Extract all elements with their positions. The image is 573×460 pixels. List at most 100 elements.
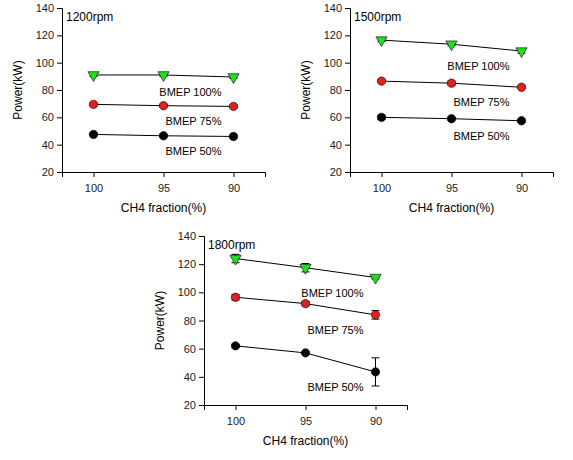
- y-tick-label: 100: [324, 57, 342, 69]
- x-tick-mark: [234, 172, 235, 177]
- y-tick-mark: [57, 145, 62, 146]
- y-axis-line: [199, 237, 205, 406]
- x-tick: 90: [228, 172, 240, 194]
- marker: [158, 72, 169, 82]
- y-tick-label: 40: [42, 139, 54, 151]
- series-label: BMEP 100%: [301, 287, 363, 299]
- y-tick-mark: [345, 117, 350, 118]
- series-line: [236, 259, 376, 278]
- y-tick-mark: [57, 90, 62, 91]
- error-bar: [372, 311, 380, 319]
- y-tick: 140: [178, 230, 204, 242]
- marker: [89, 100, 97, 108]
- x-tick: 90: [516, 172, 528, 194]
- marker: [231, 293, 239, 301]
- x-tick: 90: [370, 405, 382, 427]
- y-tick: 40: [42, 139, 62, 151]
- marker: [231, 342, 239, 350]
- error-bar-cap: [372, 385, 380, 386]
- x-tick-label: 90: [516, 182, 528, 194]
- x-tick-label: 100: [85, 182, 103, 194]
- marker: [447, 115, 455, 123]
- series-label: BMEP 50%: [307, 381, 363, 393]
- y-tick-label: 120: [36, 29, 54, 41]
- y-axis: 20 40 60 80 100 120 140: [324, 2, 351, 178]
- panel-title: 1800rpm: [208, 238, 255, 252]
- y-tick-mark: [57, 63, 62, 64]
- panel: 204060801001201401009590CH4 fraction(%)P…: [11, 2, 266, 215]
- error-bar-cap: [302, 263, 310, 264]
- y-tick-label: 140: [36, 2, 54, 14]
- x-tick-mark: [376, 405, 377, 410]
- y-axis-title: Power(kW): [11, 60, 25, 119]
- marker: [517, 83, 525, 91]
- marker: [229, 132, 237, 140]
- x-tick-mark: [522, 172, 523, 177]
- y-tick: 80: [330, 84, 350, 96]
- y-tick-label: 20: [330, 166, 342, 178]
- figure: 20 40 60 80 100 120 140 100 95 90 CH4 fraction(%) P…: [0, 0, 573, 460]
- marker: [517, 117, 525, 125]
- x-tick: 100: [227, 405, 245, 427]
- y-tick: 140: [36, 2, 62, 14]
- marker: [88, 72, 99, 82]
- y-tick: 40: [330, 139, 350, 151]
- x-axis-title: CH4 fraction(%): [409, 201, 494, 215]
- y-tick-label: 80: [330, 84, 342, 96]
- y-tick: 100: [178, 286, 204, 298]
- y-tick-label: 40: [330, 139, 342, 151]
- y-tick: 40: [184, 371, 204, 383]
- x-axis-line: [63, 173, 266, 178]
- marker: [89, 130, 97, 138]
- x-tick-mark: [452, 172, 453, 177]
- series-label: BMEP 50%: [453, 130, 509, 142]
- x-tick: 95: [158, 172, 170, 194]
- series-label: BMEP 75%: [307, 324, 363, 336]
- y-tick-label: 80: [184, 315, 196, 327]
- series-label: BMEP 75%: [165, 115, 221, 127]
- x-tick-mark: [382, 172, 383, 177]
- y-tick-mark: [345, 63, 350, 64]
- error-bar-cap: [372, 357, 380, 358]
- plot-area: [88, 72, 239, 141]
- y-tick: 120: [324, 29, 350, 41]
- x-tick-mark: [306, 405, 307, 410]
- series-label: BMEP 100%: [159, 86, 221, 98]
- y-tick-label: 140: [324, 2, 342, 14]
- y-tick: 60: [184, 343, 204, 355]
- x-tick-label: 95: [446, 182, 458, 194]
- x-axis-line: [351, 173, 554, 178]
- y-tick-label: 20: [184, 399, 196, 411]
- marker: [377, 113, 385, 121]
- x-tick-label: 95: [300, 415, 312, 427]
- marker: [228, 74, 239, 84]
- y-tick-mark: [57, 8, 62, 9]
- x-tick-label: 90: [228, 182, 240, 194]
- marker: [447, 79, 455, 87]
- marker: [159, 102, 167, 110]
- y-tick: 80: [184, 315, 204, 327]
- x-tick-label: 100: [227, 415, 245, 427]
- x-axis-title: CH4 fraction(%): [263, 434, 348, 448]
- y-tick-label: 120: [324, 29, 342, 41]
- panel-title: 1500rpm: [354, 10, 401, 24]
- marker: [230, 255, 241, 265]
- panel: 204060801001201401009590CH4 fraction(%)P…: [299, 2, 554, 215]
- y-tick: 100: [324, 57, 350, 69]
- error-bar-cap: [232, 254, 240, 255]
- marker: [446, 41, 457, 51]
- series-label: BMEP 50%: [165, 145, 221, 157]
- x-axis: 100 95 90: [63, 172, 266, 194]
- y-tick-mark: [199, 405, 204, 406]
- y-axis-line: [57, 9, 63, 173]
- x-tick: 95: [300, 405, 312, 427]
- y-axis-line: [345, 9, 351, 173]
- plot-area: [376, 37, 527, 125]
- y-tick-label: 60: [330, 111, 342, 123]
- y-tick-mark: [345, 90, 350, 91]
- y-tick: 140: [324, 2, 350, 14]
- plot-area: [230, 254, 381, 386]
- y-tick-label: 60: [42, 111, 54, 123]
- marker: [229, 102, 237, 110]
- x-tick-mark: [164, 172, 165, 177]
